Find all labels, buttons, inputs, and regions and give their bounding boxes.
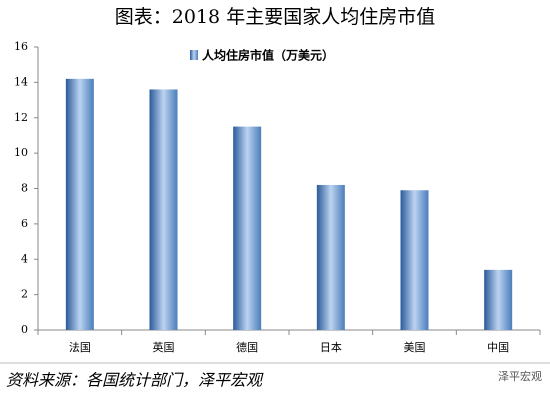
x-tick-label: 日本 — [320, 340, 342, 354]
x-tick-label: 英国 — [153, 340, 175, 354]
y-tick-label: 14 — [14, 75, 28, 88]
y-tick-label: 4 — [21, 252, 28, 265]
legend-swatch — [190, 50, 198, 60]
y-tick-label: 2 — [21, 288, 28, 301]
x-tick-label: 中国 — [487, 341, 509, 354]
x-tick-label: 德国 — [236, 340, 258, 354]
y-tick-label: 10 — [14, 146, 28, 159]
bar — [149, 89, 178, 330]
watermark: 泽平宏观 — [498, 369, 542, 383]
x-tick-label: 法国 — [69, 340, 91, 354]
bar — [316, 184, 345, 330]
source-note: 资料来源：各国统计部门，泽平宏观 — [6, 371, 264, 390]
y-tick-label: 8 — [21, 182, 28, 195]
chart-title: 图表：2018 年主要国家人均住房市值 — [115, 6, 435, 28]
bar — [233, 126, 262, 330]
bar — [65, 78, 94, 331]
x-tick-label: 美国 — [404, 341, 426, 354]
y-tick-label: 16 — [14, 40, 28, 53]
y-tick-label: 0 — [21, 323, 28, 336]
y-tick-label: 6 — [21, 217, 28, 230]
y-tick-label: 12 — [14, 111, 28, 124]
bar — [400, 190, 429, 330]
legend-label: 人均住房市值（万美元） — [202, 48, 334, 63]
bar — [484, 269, 513, 330]
